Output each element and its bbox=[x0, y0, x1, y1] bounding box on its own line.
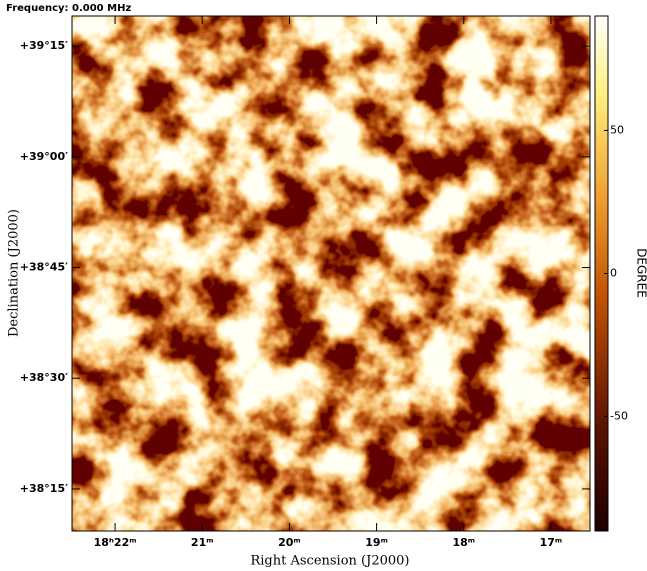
colorbar-tick-label: -50 bbox=[610, 410, 628, 423]
x-tick-label: 17ᵐ bbox=[540, 536, 563, 549]
x-tick-label: 18ʰ22ᵐ bbox=[94, 536, 137, 549]
frame bbox=[71, 15, 591, 532]
colorbar-tick-label: 50 bbox=[610, 123, 624, 136]
frequency-label: Frequency: 0.000 MHz bbox=[6, 3, 131, 14]
x-tick-label: 20ᵐ bbox=[278, 536, 301, 549]
x-tick-label: 19ᵐ bbox=[365, 536, 388, 549]
y-axis-title: Declination (J2000) bbox=[7, 209, 22, 337]
y-tick-label: +38°30′ bbox=[20, 371, 68, 384]
image bbox=[72, 16, 590, 531]
colorbar-label: DEGREE bbox=[635, 248, 647, 298]
x-axis-title: Right Ascension (J2000) bbox=[250, 554, 409, 569]
y-tick-label: +38°15′ bbox=[20, 482, 68, 495]
y-tick-label: +39°00′ bbox=[20, 150, 68, 163]
y-tick-label: +38°45′ bbox=[20, 261, 68, 274]
x-tick-label: 18ᵐ bbox=[452, 536, 475, 549]
y-tick-label: +39°15′ bbox=[20, 39, 68, 52]
colorbar-tick-label: 0 bbox=[610, 267, 617, 280]
x-tick-label: 21ᵐ bbox=[191, 536, 214, 549]
